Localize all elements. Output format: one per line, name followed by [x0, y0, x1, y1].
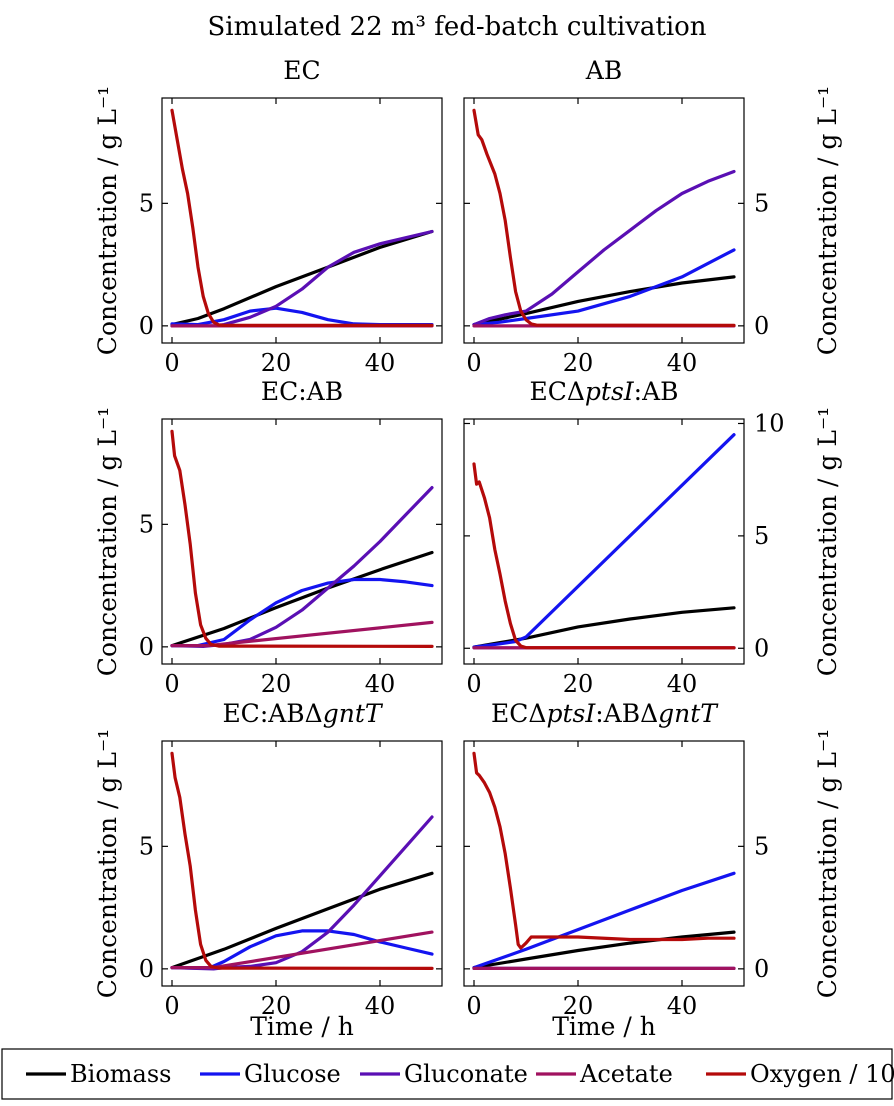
- y-tick-label: 5: [754, 522, 769, 550]
- y-tick-label: 5: [754, 832, 769, 860]
- y-tick-label: 10: [754, 409, 785, 437]
- panel-title: ECΔptsI:AB: [529, 377, 678, 406]
- y-axis-label: Concentration / g L⁻¹: [813, 729, 842, 998]
- x-tick-label: 0: [164, 992, 179, 1020]
- x-tick-label: 40: [667, 670, 698, 698]
- plot-frame: [161, 740, 443, 987]
- series-line-glucose: [472, 871, 736, 970]
- y-axis-label: Concentration / g L⁻¹: [93, 86, 122, 355]
- series-line-oxygen-1000: [170, 751, 434, 971]
- series-line-biomass: [170, 871, 434, 970]
- series-line-oxygen-1000: [170, 108, 434, 327]
- legend-label: Oxygen / 1000: [750, 1060, 894, 1088]
- chart-panel: AB 0 20 40 0 5 Concentration / g L⁻¹: [463, 56, 842, 377]
- legend-label: Gluconate: [404, 1060, 528, 1088]
- y-tick-label: 5: [139, 189, 154, 217]
- x-tick-label: 0: [466, 349, 481, 377]
- y-tick-label: 5: [754, 189, 769, 217]
- y-tick-label: 0: [139, 955, 154, 983]
- legend: Biomass Glucose Gluconate Acetate Oxygen / 1…: [1, 1048, 894, 1100]
- series-line-biomass: [170, 550, 434, 648]
- series-line-oxygen-1000: [472, 462, 736, 650]
- y-tick-label: 0: [754, 312, 769, 340]
- y-axis-label: Concentration / g L⁻¹: [813, 407, 842, 676]
- series-line-glucose: [170, 929, 434, 971]
- plot-frame: [463, 97, 745, 344]
- y-tick-label: 5: [139, 832, 154, 860]
- x-tick-label: 40: [365, 992, 396, 1020]
- series-line-glucose: [472, 433, 736, 649]
- y-axis-label: Concentration / g L⁻¹: [813, 86, 842, 355]
- x-tick-label: 40: [365, 349, 396, 377]
- x-tick-label: 40: [365, 670, 396, 698]
- x-tick-label: 20: [563, 992, 594, 1020]
- y-tick-label: 0: [139, 312, 154, 340]
- chart-panel: EC:ABΔgntT 0 20 40 0 5 Concentration / g L⁻¹ Ti…: [93, 699, 443, 1041]
- panel-title: AB: [585, 56, 622, 85]
- series-line-glucose: [170, 577, 434, 648]
- chart-panel: ECΔptsI:AB 0 20 40 0 5 10 Concentration / g L⁻¹: [463, 377, 842, 698]
- y-tick-label: 5: [139, 510, 154, 538]
- plot-frame: [161, 418, 443, 665]
- panel-title: EC:AB: [261, 377, 343, 406]
- series-line-acetate: [170, 620, 434, 648]
- y-tick-label: 0: [754, 634, 769, 662]
- x-tick-label: 40: [667, 992, 698, 1020]
- y-axis-label: Concentration / g L⁻¹: [93, 729, 122, 998]
- chart-panel: EC:AB 0 20 40 0 5 Concentration / g L⁻¹: [93, 377, 443, 698]
- series-line-oxygen-1000: [472, 108, 736, 327]
- plot-frame: [463, 740, 745, 987]
- x-tick-label: 20: [261, 992, 292, 1020]
- y-tick-label: 0: [754, 955, 769, 983]
- x-axis-label: Time / h: [552, 1012, 656, 1041]
- x-tick-label: 20: [261, 670, 292, 698]
- y-axis-label: Concentration / g L⁻¹: [93, 407, 122, 676]
- series-line-biomass: [472, 930, 736, 970]
- legend-label: Acetate: [579, 1060, 673, 1088]
- panel-title: EC:ABΔgntT: [222, 699, 383, 728]
- panel-title: EC: [283, 56, 320, 85]
- x-tick-label: 0: [164, 670, 179, 698]
- x-tick-label: 0: [466, 670, 481, 698]
- x-axis-label: Time / h: [250, 1012, 354, 1041]
- figure-title: Simulated 22 m³ fed-batch cultivation: [207, 12, 706, 42]
- x-tick-label: 40: [667, 349, 698, 377]
- panel-title: ECΔptsI:ABΔgntT: [491, 699, 719, 728]
- x-tick-label: 0: [164, 349, 179, 377]
- x-tick-label: 0: [466, 992, 481, 1020]
- x-tick-label: 20: [261, 349, 292, 377]
- plot-frame: [161, 97, 443, 344]
- plot-frame: [463, 418, 745, 665]
- x-tick-label: 20: [563, 670, 594, 698]
- legend-label: Glucose: [244, 1060, 341, 1088]
- series-line-glucose: [472, 248, 736, 327]
- y-tick-label: 0: [139, 633, 154, 661]
- chart-panel: ECΔptsI:ABΔgntT 0 20 40 0 5 Concentration / g …: [463, 699, 842, 1041]
- series-line-biomass: [472, 275, 736, 327]
- legend-label: Biomass: [70, 1060, 171, 1088]
- series-line-oxygen-1000: [170, 429, 434, 649]
- x-tick-label: 20: [563, 349, 594, 377]
- series-line-oxygen-1000: [472, 751, 736, 950]
- series-line-gluconate: [472, 169, 736, 327]
- series-line-biomass: [170, 229, 434, 327]
- chart-panel: EC 0 20 40 0 5 Concentration / g L⁻¹: [93, 56, 443, 377]
